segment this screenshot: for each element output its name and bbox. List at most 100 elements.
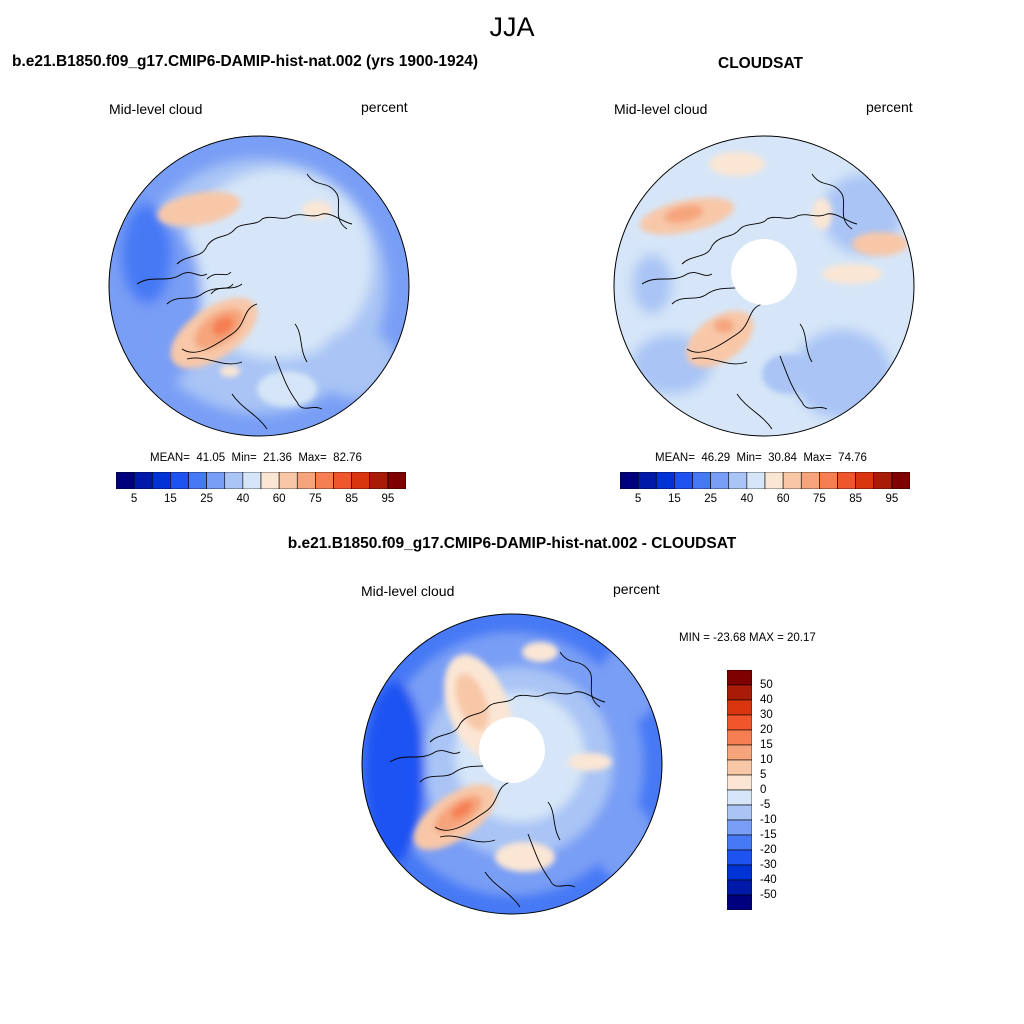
colorbar-swatch bbox=[819, 472, 838, 489]
colorbar-swatch bbox=[206, 472, 226, 489]
colorbar-swatch bbox=[727, 744, 752, 761]
colorbar-swatch bbox=[333, 472, 352, 489]
colorbar-swatch bbox=[727, 819, 752, 836]
colorbar-swatch bbox=[891, 472, 910, 489]
colorbar-swatch bbox=[727, 684, 752, 701]
colorbar-swatch bbox=[296, 472, 316, 489]
colorbar-tick-label: 5 bbox=[634, 493, 642, 505]
colorbar-swatch bbox=[727, 759, 752, 776]
colorbar-swatch bbox=[727, 774, 752, 791]
model-mean-label: MEAN= bbox=[150, 452, 190, 464]
colorbar-swatch bbox=[242, 472, 262, 489]
colorbar-tick-label: 95 bbox=[885, 493, 899, 505]
obs-variable-label: Mid-level cloud bbox=[614, 101, 708, 117]
colorbar-swatch bbox=[315, 472, 334, 489]
diff-colorbar bbox=[727, 670, 752, 910]
colorbar-swatch bbox=[710, 472, 730, 489]
obs-colorbar bbox=[620, 472, 910, 489]
colorbar-swatch bbox=[224, 472, 244, 489]
colorbar-tick-label: -40 bbox=[760, 874, 777, 886]
colorbar-swatch bbox=[782, 472, 802, 489]
colorbar-swatch bbox=[620, 472, 639, 489]
colorbar-swatch bbox=[873, 472, 893, 489]
colorbar-swatch bbox=[351, 472, 371, 489]
colorbar-swatch bbox=[727, 714, 752, 731]
colorbar-swatch bbox=[727, 894, 752, 910]
colorbar-tick-label: 40 bbox=[760, 694, 773, 706]
colorbar-swatch bbox=[727, 804, 752, 821]
colorbar-tick-label: -5 bbox=[760, 799, 771, 811]
diff-polar-map bbox=[361, 613, 663, 915]
colorbar-tick-label: 60 bbox=[776, 493, 790, 505]
model-min-label: Min= bbox=[231, 452, 257, 464]
colorbar-swatch bbox=[369, 472, 389, 489]
colorbar-swatch bbox=[837, 472, 856, 489]
obs-mean-label: MEAN= bbox=[655, 452, 695, 464]
colorbar-tick-label: 5 bbox=[760, 769, 767, 781]
obs-min-value: 30.84 bbox=[768, 452, 797, 464]
colorbar-tick-label: 0 bbox=[760, 784, 767, 796]
colorbar-swatch bbox=[188, 472, 207, 489]
colorbar-tick-label: 40 bbox=[236, 493, 250, 505]
obs-min-label: Min= bbox=[736, 452, 762, 464]
colorbar-swatch bbox=[260, 472, 280, 489]
model-colorbar-ticks: 5 15 25 40 60 75 85 95 bbox=[116, 493, 406, 509]
colorbar-swatch bbox=[727, 864, 752, 881]
colorbar-tick-label: 40 bbox=[740, 493, 754, 505]
colorbar-tick-label: 25 bbox=[200, 493, 214, 505]
colorbar-swatch bbox=[800, 472, 820, 489]
colorbar-swatch bbox=[727, 670, 752, 686]
colorbar-tick-label: 85 bbox=[849, 493, 863, 505]
model-max-value: 82.76 bbox=[333, 452, 362, 464]
colorbar-tick-label: 60 bbox=[272, 493, 286, 505]
diff-colorbar-ticks: 50 40 30 20 15 10 5 0 -5 -10 -15 -20 -30 -40 -50 bbox=[760, 670, 800, 910]
colorbar-swatch bbox=[692, 472, 711, 489]
colorbar-swatch bbox=[387, 472, 406, 489]
colorbar-tick-label: -20 bbox=[760, 844, 777, 856]
colorbar-tick-label: 30 bbox=[760, 709, 773, 721]
colorbar-tick-label: 10 bbox=[760, 754, 773, 766]
diff-units-label: percent bbox=[613, 581, 660, 597]
colorbar-swatch bbox=[637, 472, 657, 489]
colorbar-swatch bbox=[727, 849, 752, 866]
obs-polar-gap bbox=[731, 239, 797, 305]
colorbar-swatch bbox=[727, 699, 752, 716]
colorbar-swatch bbox=[133, 472, 153, 489]
model-polar-map bbox=[108, 135, 410, 437]
colorbar-swatch bbox=[728, 472, 748, 489]
colorbar-swatch bbox=[151, 472, 171, 489]
model-colorbar bbox=[116, 472, 406, 489]
diff-polar-gap bbox=[479, 717, 545, 783]
colorbar-swatch bbox=[116, 472, 135, 489]
colorbar-swatch bbox=[278, 472, 298, 489]
model-max-label: Max= bbox=[298, 452, 327, 464]
colorbar-tick-label: 15 bbox=[667, 493, 681, 505]
page-title: JJA bbox=[489, 12, 535, 42]
colorbar-swatch bbox=[727, 834, 752, 851]
model-stats: MEAN= 41.05 Min= 21.36 Max= 82.76 bbox=[150, 452, 362, 464]
diff-range-text: MIN = -23.68 MAX = 20.17 bbox=[679, 632, 816, 644]
model-panel-title: b.e21.B1850.f09_g17.CMIP6-DAMIP-hist-nat… bbox=[12, 53, 479, 70]
obs-stats: MEAN= 46.29 Min= 30.84 Max= 74.76 bbox=[655, 452, 867, 464]
colorbar-swatch bbox=[727, 879, 752, 896]
colorbar-swatch bbox=[655, 472, 675, 489]
colorbar-swatch bbox=[674, 472, 693, 489]
colorbar-swatch bbox=[764, 472, 784, 489]
diff-variable-label: Mid-level cloud bbox=[361, 583, 455, 599]
colorbar-tick-label: 95 bbox=[381, 493, 395, 505]
colorbar-tick-label: 5 bbox=[130, 493, 138, 505]
colorbar-swatch bbox=[727, 789, 752, 806]
colorbar-tick-label: -10 bbox=[760, 814, 777, 826]
colorbar-tick-label: -50 bbox=[760, 889, 777, 901]
colorbar-tick-label: 20 bbox=[760, 724, 773, 736]
obs-max-value: 74.76 bbox=[838, 452, 867, 464]
model-mean-value: 41.05 bbox=[196, 452, 226, 464]
colorbar-tick-label: 75 bbox=[812, 493, 826, 505]
obs-mean-value: 46.29 bbox=[701, 452, 731, 464]
obs-max-label: Max= bbox=[803, 452, 832, 464]
obs-polar-map bbox=[613, 135, 915, 437]
colorbar-tick-label: -30 bbox=[760, 859, 777, 871]
colorbar-swatch bbox=[170, 472, 189, 489]
model-min-value: 21.36 bbox=[263, 452, 292, 464]
colorbar-tick-label: 15 bbox=[163, 493, 177, 505]
